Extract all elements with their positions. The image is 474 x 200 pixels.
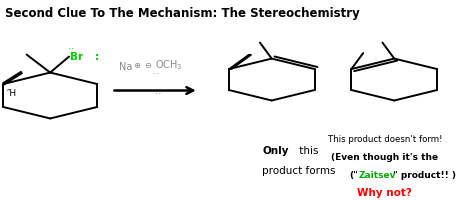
Text: product forms: product forms [262, 166, 336, 175]
Text: " product!! ): " product!! ) [393, 170, 456, 179]
Text: this: this [296, 146, 319, 156]
Text: Br: Br [70, 51, 83, 61]
Text: $\ominus$: $\ominus$ [144, 60, 152, 69]
Text: OCH$_3$: OCH$_3$ [155, 57, 183, 71]
Text: Na: Na [119, 61, 132, 71]
Text: (": (" [349, 170, 358, 179]
Text: ″H: ″H [7, 89, 17, 98]
Text: This product doesn't form!: This product doesn't form! [328, 135, 442, 144]
Text: Zaitsev: Zaitsev [359, 170, 396, 179]
Text: ‥: ‥ [155, 85, 162, 95]
Text: ‥: ‥ [153, 65, 159, 75]
Text: Second Clue To The Mechanism: The Stereochemistry: Second Clue To The Mechanism: The Stereo… [5, 7, 360, 20]
Text: $\oplus$: $\oplus$ [133, 60, 142, 69]
Text: :: : [95, 51, 99, 61]
Polygon shape [229, 55, 252, 70]
Text: Only: Only [262, 146, 289, 156]
Text: (Even though it's the: (Even though it's the [331, 153, 438, 162]
Text: ‥: ‥ [68, 40, 74, 50]
Text: Why not?: Why not? [357, 187, 412, 197]
